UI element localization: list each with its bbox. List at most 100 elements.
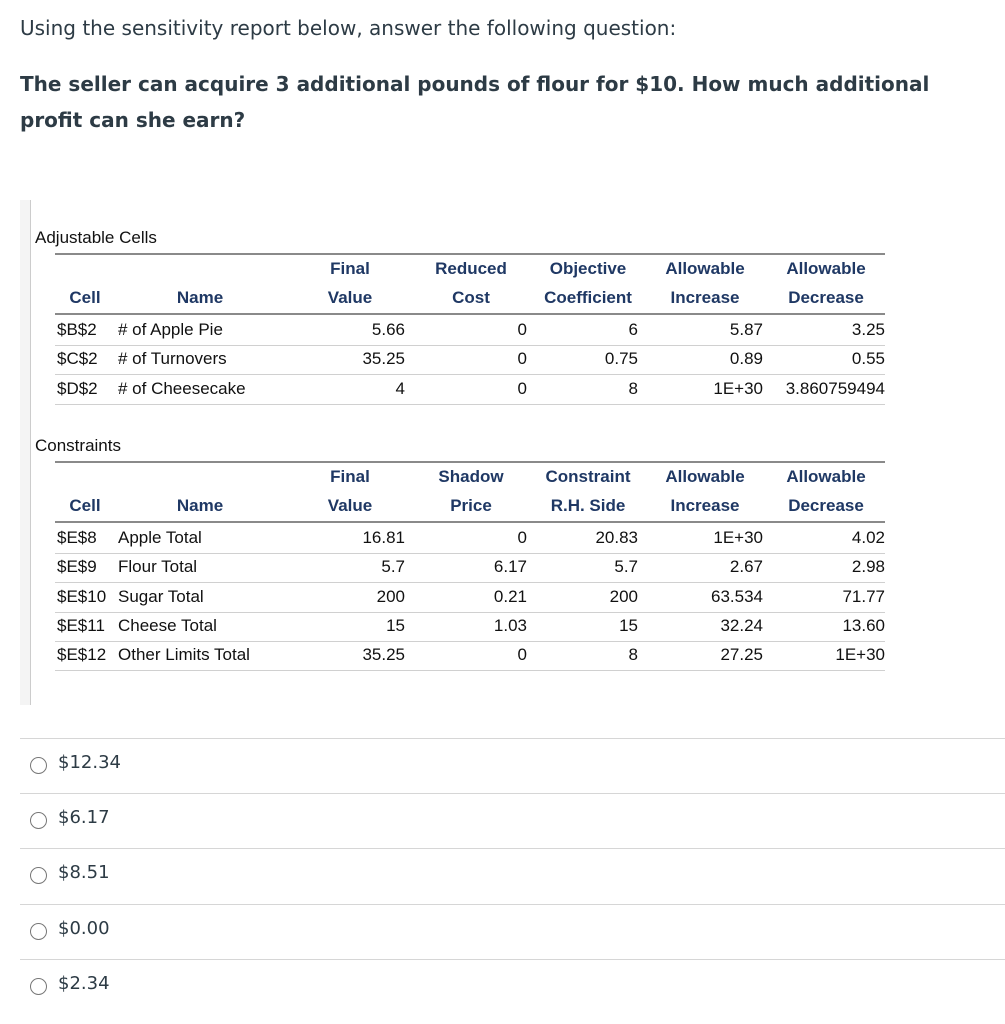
table-cell: $E$12 xyxy=(57,645,107,665)
table-cell: 0.75 xyxy=(604,349,638,369)
table-cell: 1.03 xyxy=(493,615,527,635)
table-cell: 1E+30 xyxy=(713,528,763,547)
column-header: R.H. Side xyxy=(550,496,626,515)
row-line xyxy=(55,403,885,405)
table-cell: 5.7 xyxy=(381,557,405,577)
radio-button[interactable] xyxy=(30,867,47,885)
table-cell: 8 xyxy=(628,378,638,398)
separator xyxy=(20,903,1005,905)
table-cell: Flour Total xyxy=(118,557,198,577)
column-header: Cell xyxy=(69,496,101,515)
table-cell: 6.17 xyxy=(493,557,527,577)
table-cell: 0.55 xyxy=(851,349,885,369)
row-line xyxy=(55,582,885,584)
column-header: Decrease xyxy=(788,496,864,515)
separator xyxy=(20,738,1005,739)
column-header: Name xyxy=(176,496,224,515)
table-cell: 3.25 xyxy=(851,320,885,339)
radio-button[interactable] xyxy=(30,757,47,774)
rule xyxy=(55,253,885,255)
table-cell: # of Apple Pie xyxy=(118,320,223,339)
column-header: Decrease xyxy=(788,288,864,307)
table-cell: 1E+30 xyxy=(713,378,763,398)
table-cell: $C$2 xyxy=(57,349,98,369)
column-header: Allowable xyxy=(665,467,745,486)
table-cell: 0 xyxy=(517,645,527,665)
table-cell: $E$9 xyxy=(57,557,97,577)
table-cell: Cheese Total xyxy=(118,615,217,635)
separator xyxy=(20,793,1005,795)
rule xyxy=(55,461,885,463)
question: The seller can acquire 3 additional poun… xyxy=(20,72,930,132)
table-cell: $B$2 xyxy=(57,320,97,339)
column-header: Increase xyxy=(670,496,740,515)
table-cell: 35.25 xyxy=(362,645,405,665)
column-header: Objective xyxy=(549,259,627,278)
section-title: Adjustable Cells xyxy=(35,228,157,247)
table-cell: 4.02 xyxy=(851,528,885,547)
table-cell: 4 xyxy=(395,378,405,398)
table-cell: 27.25 xyxy=(720,645,763,665)
table-cell: 0.21 xyxy=(493,586,527,606)
table-cell: $E$10 xyxy=(57,586,107,606)
table-cell: Sugar Total xyxy=(118,586,204,606)
column-header: Allowable xyxy=(665,259,745,278)
column-header: Shadow xyxy=(438,467,504,486)
table-cell: 0 xyxy=(517,528,527,547)
table-cell: 20.83 xyxy=(595,528,638,547)
column-header: Increase xyxy=(670,288,740,307)
table-cell: 35.25 xyxy=(362,349,405,369)
section-title: Constraints xyxy=(35,436,121,455)
table-cell: # of Cheesecake xyxy=(118,378,246,398)
table-cell: 5.7 xyxy=(614,557,638,577)
rule xyxy=(55,521,885,523)
table-cell: 2.98 xyxy=(851,557,885,577)
table-cell: 13.60 xyxy=(842,615,885,635)
column-header: Name xyxy=(176,288,224,307)
radio-button[interactable] xyxy=(30,977,47,995)
row-line xyxy=(55,345,885,346)
option-label[interactable]: $0.00 xyxy=(58,917,110,939)
table-cell: $E$8 xyxy=(57,528,97,547)
table-cell: 71.77 xyxy=(842,586,885,606)
table-cell: Other Limits Total xyxy=(118,645,250,665)
table-cell: 32.24 xyxy=(720,615,763,635)
row-line xyxy=(55,553,885,554)
table-cell: 0.89 xyxy=(729,349,763,369)
table-cell: 15 xyxy=(619,615,638,635)
separator xyxy=(20,848,1005,850)
column-header: Value xyxy=(327,496,373,515)
column-header: Value xyxy=(327,288,373,307)
table-cell: Apple Total xyxy=(118,528,202,547)
table-cell: # of Turnovers xyxy=(118,349,227,369)
table-cell: 15 xyxy=(386,615,405,635)
table-cell: 2.67 xyxy=(729,557,763,577)
table-cell: 5.87 xyxy=(729,320,763,339)
column-header: Allowable xyxy=(786,467,866,486)
radio-button[interactable] xyxy=(30,922,47,940)
option-label[interactable]: $6.17 xyxy=(58,807,110,829)
table-cell: 16.81 xyxy=(362,528,405,547)
column-header: Constraint xyxy=(545,467,631,486)
table-cell: 5.66 xyxy=(371,320,405,339)
column-header: Coefficient xyxy=(544,288,632,307)
option-label[interactable]: $8.51 xyxy=(58,862,110,884)
table-cell: 0 xyxy=(517,349,527,369)
table-cell: 200 xyxy=(376,586,405,606)
radio-button[interactable] xyxy=(30,812,47,830)
table-cell: 1E+30 xyxy=(835,645,885,665)
row-line xyxy=(55,670,885,672)
option-label[interactable]: $2.34 xyxy=(58,972,110,994)
option-label[interactable]: $12.34 xyxy=(58,752,121,773)
table-cell: $D$2 xyxy=(57,378,98,398)
table-cell: 63.534 xyxy=(711,586,763,606)
column-header: Final xyxy=(330,259,370,278)
column-header: Final xyxy=(330,467,370,486)
table-cell: 6 xyxy=(628,320,638,339)
column-header: Price xyxy=(450,496,492,515)
table-cell: 8 xyxy=(628,645,638,665)
row-line xyxy=(55,374,885,376)
rule xyxy=(55,313,885,315)
table-cell: 200 xyxy=(609,586,638,606)
